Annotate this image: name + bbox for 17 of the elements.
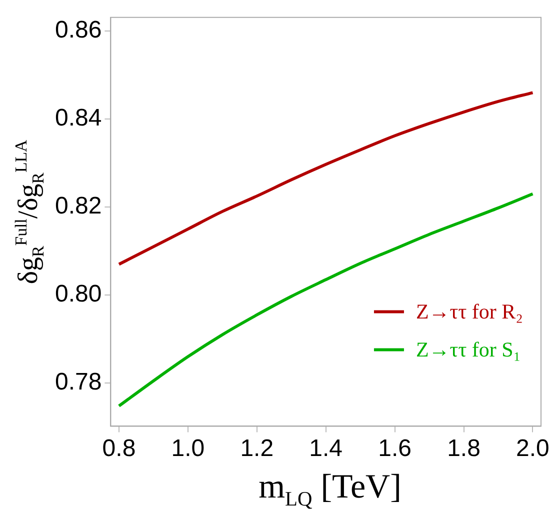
y-tick-label: 0.82 (54, 192, 102, 220)
x-tick-label: 1.8 (447, 435, 480, 462)
y-tick-label: 0.78 (54, 368, 102, 396)
x-axis-title: m$_{LQ}$ [TeV] (258, 468, 402, 512)
x-tick-label: 1.4 (309, 435, 343, 462)
y-tick-label: 0.84 (54, 104, 102, 132)
legend-label: Z→ττ for R₂ (416, 299, 524, 324)
y-tick-label: 0.80 (54, 280, 102, 308)
line-series (117, 192, 534, 408)
x-tick-label: 0.8 (102, 435, 136, 462)
legend-label: Z→ττ for S₁ (416, 337, 521, 362)
x-tick-label: 1.0 (171, 435, 205, 462)
x-tick-label: 2.0 (516, 435, 550, 462)
x-tick-label: 1.6 (378, 435, 412, 462)
line-series (117, 91, 534, 266)
x-tick-label: 1.2 (240, 435, 274, 462)
y-tick-label: 0.86 (54, 16, 102, 44)
